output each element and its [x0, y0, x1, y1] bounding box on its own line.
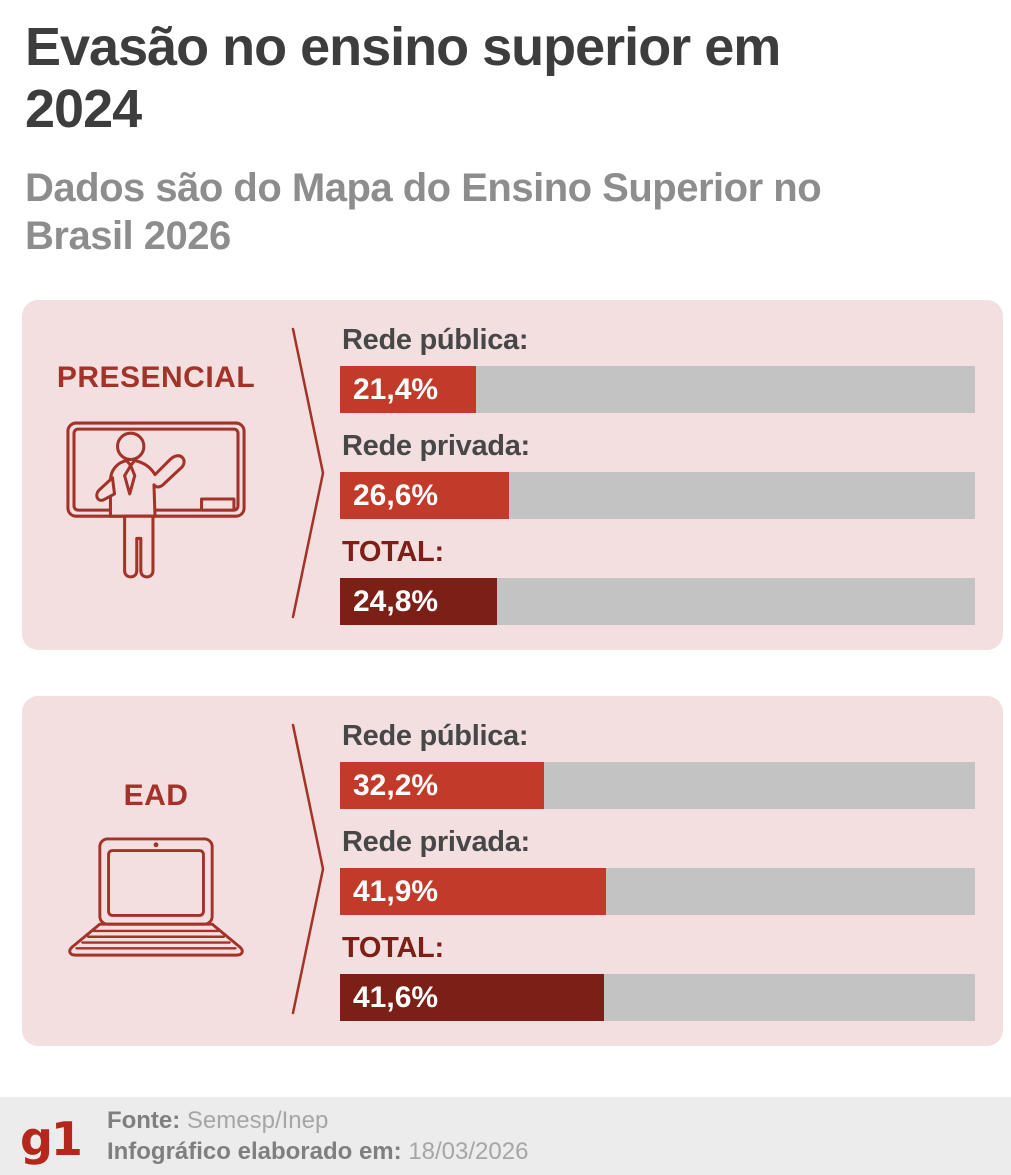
bar-row: Rede pública: 21,4% [340, 324, 975, 414]
bar-row: Rede pública: 32,2% [340, 720, 975, 810]
bar-label: Rede privada: [342, 826, 530, 859]
bar-fill: 41,6% [340, 974, 605, 1022]
page-title: Evasão no ensino superior em 2024 [25, 17, 781, 140]
header: Evasão no ensino superior em 2024 Dados … [0, 0, 1011, 260]
bar-fill: 32,2% [340, 762, 545, 810]
bar-row: TOTAL: 24,8% [340, 536, 975, 626]
panel-presencial-label: PRESENCIAL [56, 360, 256, 394]
bar-label: Rede pública: [342, 720, 529, 753]
bar-track: 41,9% [340, 868, 975, 916]
panel-ead: EAD Rede pública: [22, 696, 1003, 1047]
date-label: Infográfico elaborado em: [106, 1138, 402, 1165]
panel-ead-label: EAD [123, 778, 189, 812]
footer: g1 Fonte: Semesp/Inep Infográfico elabor… [0, 1097, 1011, 1175]
g1-logo: g1 [20, 1112, 83, 1166]
panel-presencial-left: PRESENCIAL [22, 300, 290, 650]
bar-value: 26,6% [353, 478, 439, 512]
panel-ead-bars: Rede pública: 32,2% Rede privada: 41,9% … [326, 696, 1003, 1046]
bar-fill: 26,6% [340, 472, 509, 520]
bar-fill: 21,4% [340, 366, 476, 414]
laptop-icon [59, 837, 253, 964]
bar-value: 21,4% [353, 372, 439, 406]
bar-track: 41,6% [340, 974, 975, 1022]
bar-label: Rede pública: [342, 324, 529, 357]
bar-value: 41,9% [353, 874, 439, 908]
bar-track: 21,4% [340, 366, 975, 414]
panel-ead-left: EAD [22, 696, 290, 1046]
date-line: Infográfico elaborado em: 18/03/2026 [107, 1136, 529, 1167]
bar-label: Rede privada: [342, 430, 530, 463]
bar-row: Rede privada: 41,9% [340, 826, 975, 916]
bar-track: 26,6% [340, 472, 975, 520]
bar-track: 24,8% [340, 578, 975, 626]
teacher-blackboard-icon [65, 419, 247, 590]
bar-fill: 24,8% [340, 578, 498, 626]
footer-credits: Fonte: Semesp/Inep Infográfico elaborado… [107, 1105, 529, 1167]
bar-value: 41,6% [353, 980, 439, 1014]
bar-row: TOTAL: 41,6% [340, 932, 975, 1022]
bar-row: Rede privada: 26,6% [340, 430, 975, 520]
source-label: Fonte: [106, 1107, 181, 1134]
bar-value: 24,8% [353, 584, 439, 618]
date-value: 18/03/2026 [408, 1138, 529, 1165]
chevron-right-icon [290, 721, 326, 1022]
bar-label: TOTAL: [342, 536, 444, 569]
source-value: Semesp/Inep [186, 1107, 329, 1134]
bar-track: 32,2% [340, 762, 975, 810]
bar-label: TOTAL: [342, 932, 444, 965]
bar-fill: 41,9% [340, 868, 607, 916]
chevron-right-icon [290, 325, 326, 626]
bar-value: 32,2% [353, 768, 439, 802]
page-subtitle: Dados são do Mapa do Ensino Superior no … [25, 166, 822, 259]
source-line: Fonte: Semesp/Inep [107, 1105, 529, 1136]
panel-presencial-bars: Rede pública: 21,4% Rede privada: 26,6% … [326, 300, 1003, 650]
panel-presencial: PRESENCIAL Rede pública: [22, 300, 1003, 651]
